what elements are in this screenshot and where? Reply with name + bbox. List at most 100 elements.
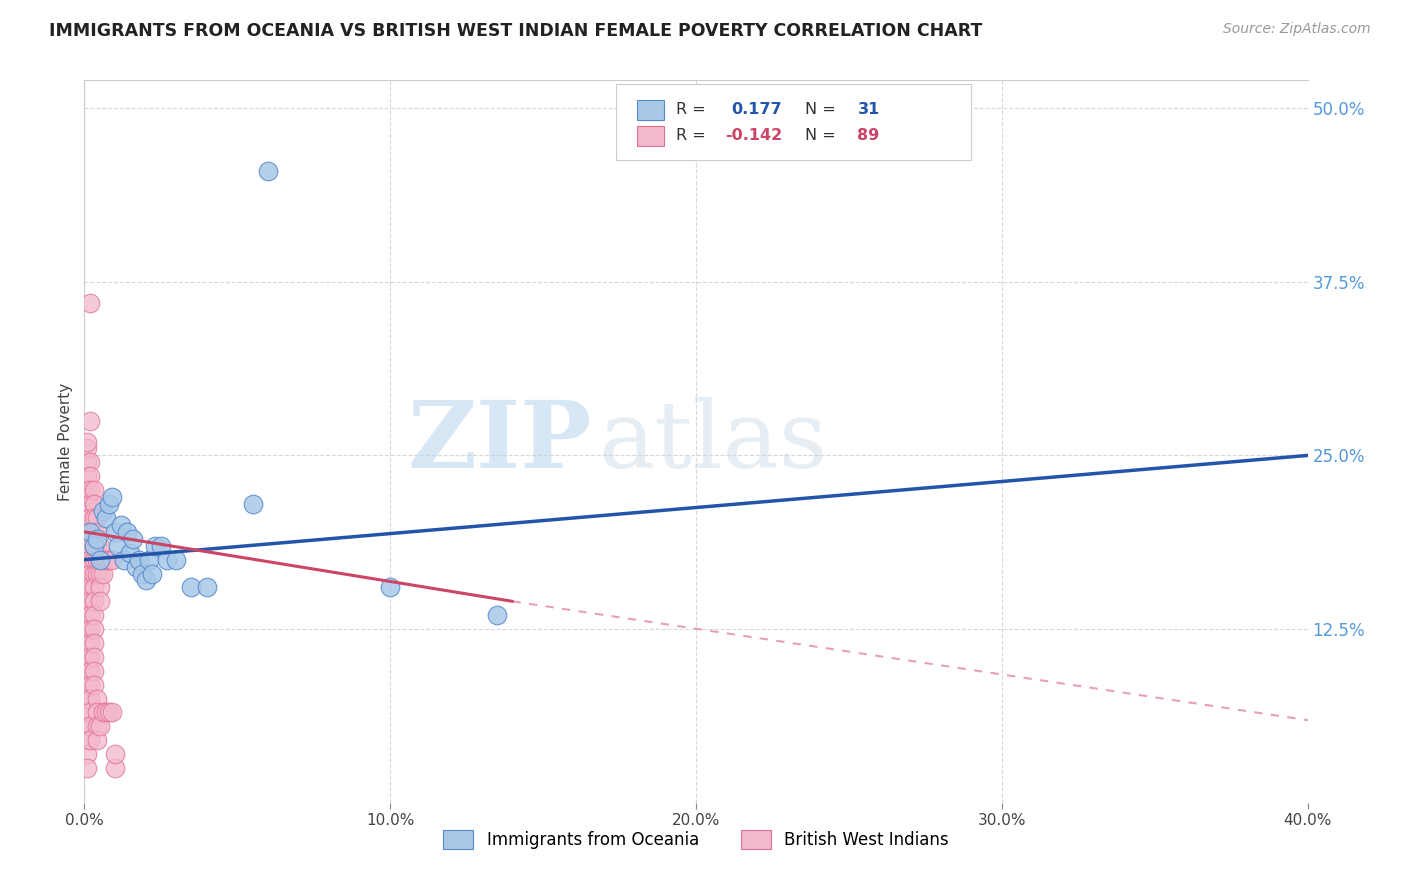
- Point: [79, 649, 101, 664]
- Text: Source: ZipAtlas.com: Source: ZipAtlas.com: [1223, 22, 1371, 37]
- Point: [76, 719, 98, 733]
- Point: [89, 552, 111, 566]
- Point: [115, 524, 138, 539]
- Text: 31: 31: [858, 103, 880, 118]
- Point: [83, 483, 105, 498]
- Point: [86, 552, 108, 566]
- Point: [89, 594, 111, 608]
- Point: [120, 546, 142, 560]
- Point: [79, 539, 101, 553]
- Point: [91, 552, 114, 566]
- Text: 0.177: 0.177: [731, 103, 782, 118]
- Point: [143, 539, 166, 553]
- Point: [76, 733, 98, 747]
- Point: [83, 594, 105, 608]
- Point: [101, 490, 124, 504]
- Point: [79, 566, 101, 581]
- Point: [257, 163, 280, 178]
- Point: [104, 747, 127, 761]
- Point: [76, 552, 98, 566]
- Point: [76, 539, 98, 553]
- Y-axis label: Female Poverty: Female Poverty: [58, 383, 73, 500]
- Point: [79, 455, 101, 469]
- Point: [135, 574, 157, 588]
- Point: [86, 691, 108, 706]
- Point: [79, 497, 101, 511]
- Point: [79, 691, 101, 706]
- Point: [79, 733, 101, 747]
- Point: [107, 539, 129, 553]
- Point: [91, 706, 114, 720]
- Point: [83, 649, 105, 664]
- Point: [104, 761, 127, 775]
- Point: [76, 678, 98, 692]
- Point: [89, 581, 111, 595]
- Point: [97, 497, 120, 511]
- Point: [86, 719, 108, 733]
- Point: [149, 539, 172, 553]
- Point: [79, 664, 101, 678]
- Point: [86, 733, 108, 747]
- Point: [83, 622, 105, 636]
- Point: [79, 524, 101, 539]
- Text: atlas: atlas: [598, 397, 827, 486]
- Legend: Immigrants from Oceania, British West Indians: Immigrants from Oceania, British West In…: [437, 823, 955, 856]
- Point: [76, 504, 98, 518]
- Point: [79, 719, 101, 733]
- Point: [79, 678, 101, 692]
- Text: N =: N =: [804, 103, 841, 118]
- Text: N =: N =: [804, 128, 841, 144]
- Point: [94, 706, 117, 720]
- FancyBboxPatch shape: [637, 100, 664, 120]
- Point: [180, 581, 202, 595]
- Point: [86, 566, 108, 581]
- Point: [79, 552, 101, 566]
- Point: [79, 636, 101, 650]
- Point: [104, 524, 127, 539]
- Point: [94, 511, 117, 525]
- Point: [83, 497, 105, 511]
- Point: [97, 552, 120, 566]
- Point: [76, 566, 98, 581]
- Point: [195, 581, 218, 595]
- Point: [242, 497, 264, 511]
- Point: [94, 552, 117, 566]
- Point: [83, 539, 105, 553]
- Point: [122, 532, 145, 546]
- Point: [83, 511, 105, 525]
- Point: [89, 539, 111, 553]
- Point: [79, 483, 101, 498]
- Point: [101, 552, 124, 566]
- Point: [76, 706, 98, 720]
- Point: [79, 594, 101, 608]
- Point: [86, 706, 108, 720]
- Point: [138, 552, 160, 566]
- Point: [79, 524, 101, 539]
- Point: [79, 706, 101, 720]
- Point: [76, 442, 98, 456]
- Point: [79, 608, 101, 623]
- Point: [380, 581, 402, 595]
- Point: [89, 566, 111, 581]
- Point: [125, 559, 148, 574]
- Point: [79, 622, 101, 636]
- Point: [83, 608, 105, 623]
- Point: [141, 566, 163, 581]
- Point: [128, 552, 150, 566]
- Point: [131, 566, 153, 581]
- Point: [91, 566, 114, 581]
- Point: [89, 552, 111, 566]
- Point: [76, 524, 98, 539]
- Point: [76, 649, 98, 664]
- Point: [83, 524, 105, 539]
- FancyBboxPatch shape: [637, 126, 664, 146]
- Point: [83, 636, 105, 650]
- Point: [76, 761, 98, 775]
- Point: [110, 517, 132, 532]
- Point: [112, 552, 135, 566]
- Point: [76, 490, 98, 504]
- Point: [486, 608, 509, 623]
- Point: [79, 295, 101, 310]
- Text: 89: 89: [858, 128, 880, 144]
- Point: [79, 414, 101, 428]
